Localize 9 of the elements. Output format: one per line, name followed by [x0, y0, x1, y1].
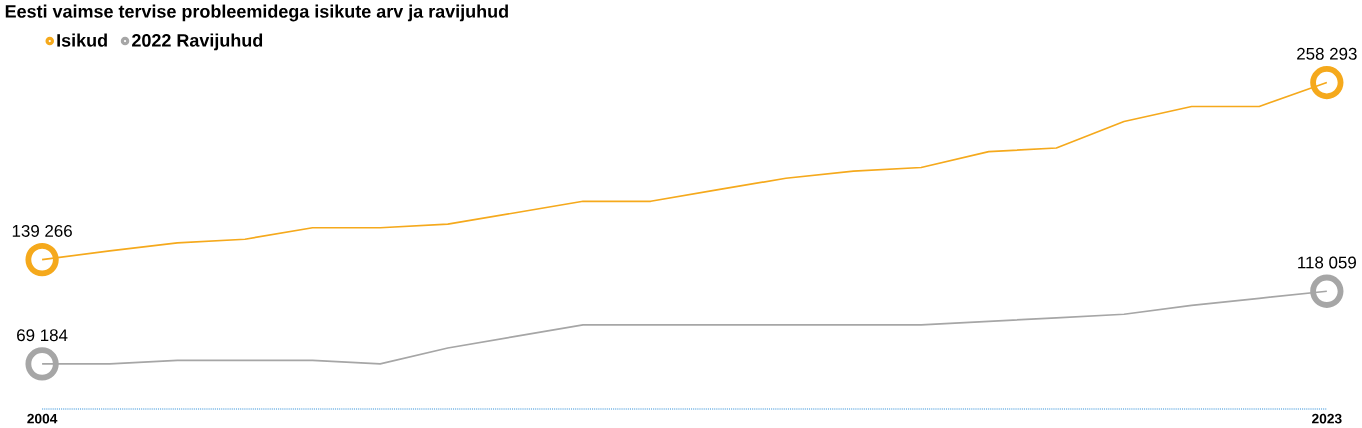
legend-label: 2022 Ravijuhud	[132, 33, 263, 51]
x-tick-label: 2023	[1312, 413, 1342, 424]
x-tick-label: 2004	[27, 413, 58, 424]
legend-label: Isikud	[57, 33, 107, 47]
chart-title: Eesti vaimse tervise probleemidega isikute arv ja ravijuhud	[5, 4, 508, 22]
data-label: 118 059	[1298, 256, 1356, 269]
data-label: 139 266	[12, 224, 72, 237]
data-label: 258 293	[1297, 47, 1357, 60]
data-label: 69 184	[17, 329, 68, 342]
